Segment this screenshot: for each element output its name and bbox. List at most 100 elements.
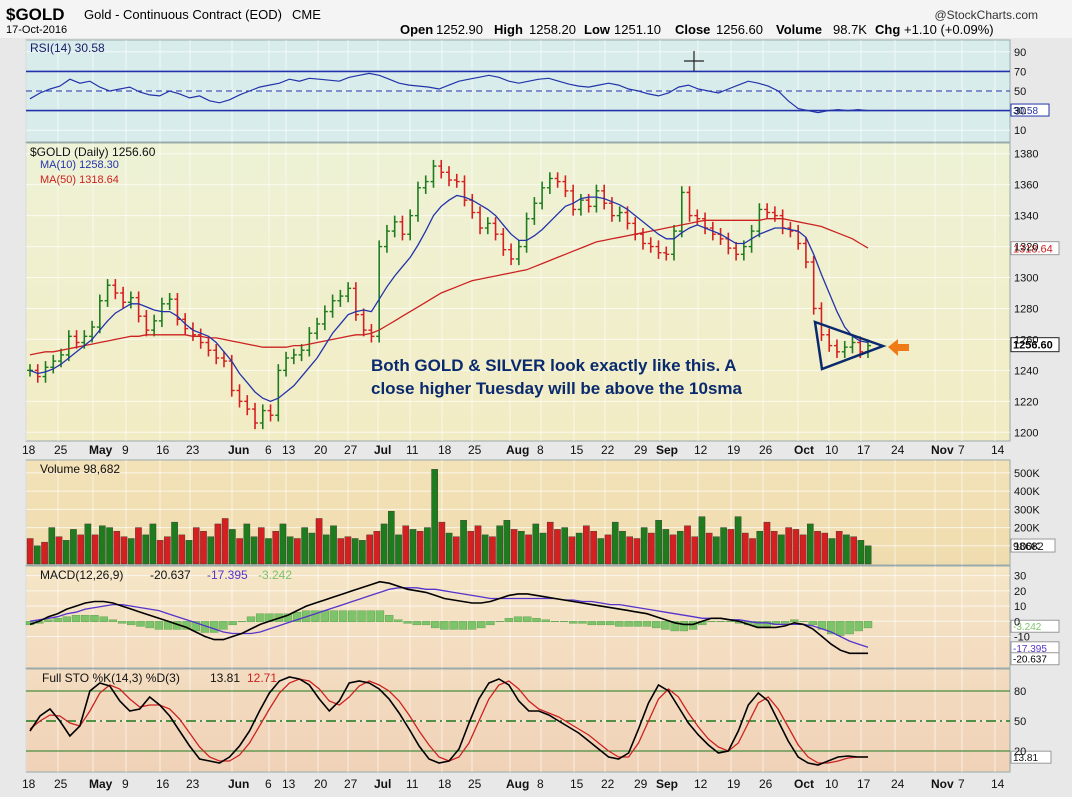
x-axis-label-top: 11: [406, 443, 419, 457]
volume-title: Volume 98,682: [40, 462, 120, 476]
macd-histogram-bar: [228, 621, 237, 626]
price-plot: 1318.64 1256.60: [27, 159, 1060, 430]
volume-bar: [373, 531, 381, 565]
rsi-tick-label: 70: [1014, 66, 1026, 78]
macd-histogram-bar: [421, 621, 431, 626]
macd-histogram-bar: [320, 610, 329, 623]
low-value: 1251.10: [614, 22, 661, 37]
macd-histogram-bar: [145, 621, 154, 629]
macd-tick-label: 30: [1014, 571, 1026, 583]
macd-histogram-bar: [808, 621, 817, 626]
macd-histogram-bar: [541, 619, 550, 623]
macd-histogram-bar: [256, 613, 265, 623]
x-axis-label-bottom: May: [89, 777, 113, 791]
x-axis-label-bottom: 13: [282, 777, 296, 791]
x-axis-label-bottom: 19: [727, 777, 741, 791]
price-tick-label: 1220: [1014, 396, 1038, 408]
macd-histogram-bar: [753, 621, 762, 627]
volume-bar: [785, 527, 792, 565]
x-axis-label-bottom: 18: [22, 777, 36, 791]
volume-bar: [41, 541, 48, 565]
volume-bar: [821, 532, 829, 565]
open-value: 1252.90: [436, 22, 483, 37]
volume-bar: [749, 538, 756, 565]
brand: @StockCharts.com: [934, 8, 1038, 22]
x-axis-label-top: Sep: [656, 443, 678, 457]
macd-histogram-bar: [246, 616, 256, 623]
macd-value-box: [1010, 652, 1060, 666]
price-tick-label: 1200: [1014, 427, 1038, 439]
volume-bar: [864, 545, 872, 565]
x-axis-label-top: 24: [891, 443, 905, 457]
macd-histogram-bar: [799, 621, 808, 623]
volume-bar: [763, 521, 771, 565]
volume-bar: [286, 536, 294, 565]
volume-bar: [62, 540, 70, 565]
price-tick-label: 1260: [1014, 334, 1038, 346]
volume-bar: [185, 540, 193, 565]
volume-bar: [633, 538, 641, 565]
volume-bar: [315, 518, 323, 565]
volume-bar: [611, 521, 619, 565]
volume-value-box: [1010, 538, 1056, 553]
volume-bar: [214, 523, 222, 565]
macd-histogram-bar: [62, 616, 72, 623]
volume-bar: [308, 532, 316, 565]
macd-histogram-bar: [670, 621, 679, 632]
macd-histogram-bar: [430, 621, 440, 629]
macd-histogram-bar: [863, 621, 873, 629]
macd-histogram-bar: [384, 615, 394, 623]
macd-histogram-bar: [375, 610, 385, 623]
x-axis-label-bottom: 23: [186, 777, 200, 791]
volume-bar: [583, 525, 590, 565]
macd-histogram-bar: [338, 610, 348, 623]
macd-histogram-bar: [283, 613, 293, 623]
volume-bar: [445, 532, 453, 565]
volume-bar: [828, 538, 836, 565]
volume-bar: [243, 523, 251, 565]
rsi-value-label: 30.58: [1013, 106, 1038, 117]
volume-bar: [171, 521, 178, 565]
volume-bar: [431, 469, 438, 565]
stoch-tick-label: 80: [1014, 686, 1026, 698]
volume-bar: [496, 525, 503, 565]
volume-bar: [322, 534, 330, 565]
macd-histogram-bar: [412, 621, 421, 626]
volume-bar: [200, 531, 207, 565]
low-label: Low: [584, 22, 611, 37]
price-tick-label: 1240: [1014, 365, 1038, 377]
macd-histogram-bar: [826, 621, 836, 635]
macd-histogram-bar: [523, 616, 532, 623]
macd-histogram-bar: [71, 615, 81, 623]
macd-value-box: [1010, 619, 1060, 633]
volume-bar: [792, 529, 800, 565]
macd-tick-label: 20: [1014, 586, 1026, 598]
volume-bar: [409, 529, 417, 565]
rsi-line: [29, 72, 869, 114]
macd-histogram-bar: [661, 621, 670, 630]
x-axis-label-bottom: Oct: [794, 777, 814, 791]
volume-tick-label: 100K: [1014, 541, 1040, 553]
volume-bar: [669, 534, 677, 565]
macd-histogram-bar: [154, 621, 164, 630]
macd-histogram-bar: [495, 621, 504, 623]
volume-bar: [164, 536, 171, 565]
volume-bar: [590, 531, 597, 565]
macd-histogram-bar: [348, 610, 357, 623]
x-axis-label-bottom: Aug: [506, 777, 529, 791]
macd-histogram-bar: [90, 615, 99, 623]
volume-bar: [207, 536, 215, 565]
macd-title-value3: -3.242: [258, 568, 292, 582]
price-title: $GOLD (Daily) 1256.60: [30, 145, 156, 159]
volume-bar: [236, 538, 243, 565]
macd-histogram-bar: [513, 616, 523, 623]
volume-bar: [113, 531, 121, 565]
macd-histogram-bar: [707, 621, 716, 623]
x-axis-label-top: 13: [282, 443, 296, 457]
chart-header: $GOLD Gold - Continuous Contract (EOD) C…: [6, 5, 1038, 37]
volume-bar: [604, 534, 612, 565]
ma50-legend: MA(50) 1318.64: [40, 174, 119, 186]
macd-value-label: -3.242: [1013, 622, 1042, 633]
macd-tick-label: -10: [1014, 632, 1030, 644]
x-axis-label-top: 16: [156, 443, 170, 457]
